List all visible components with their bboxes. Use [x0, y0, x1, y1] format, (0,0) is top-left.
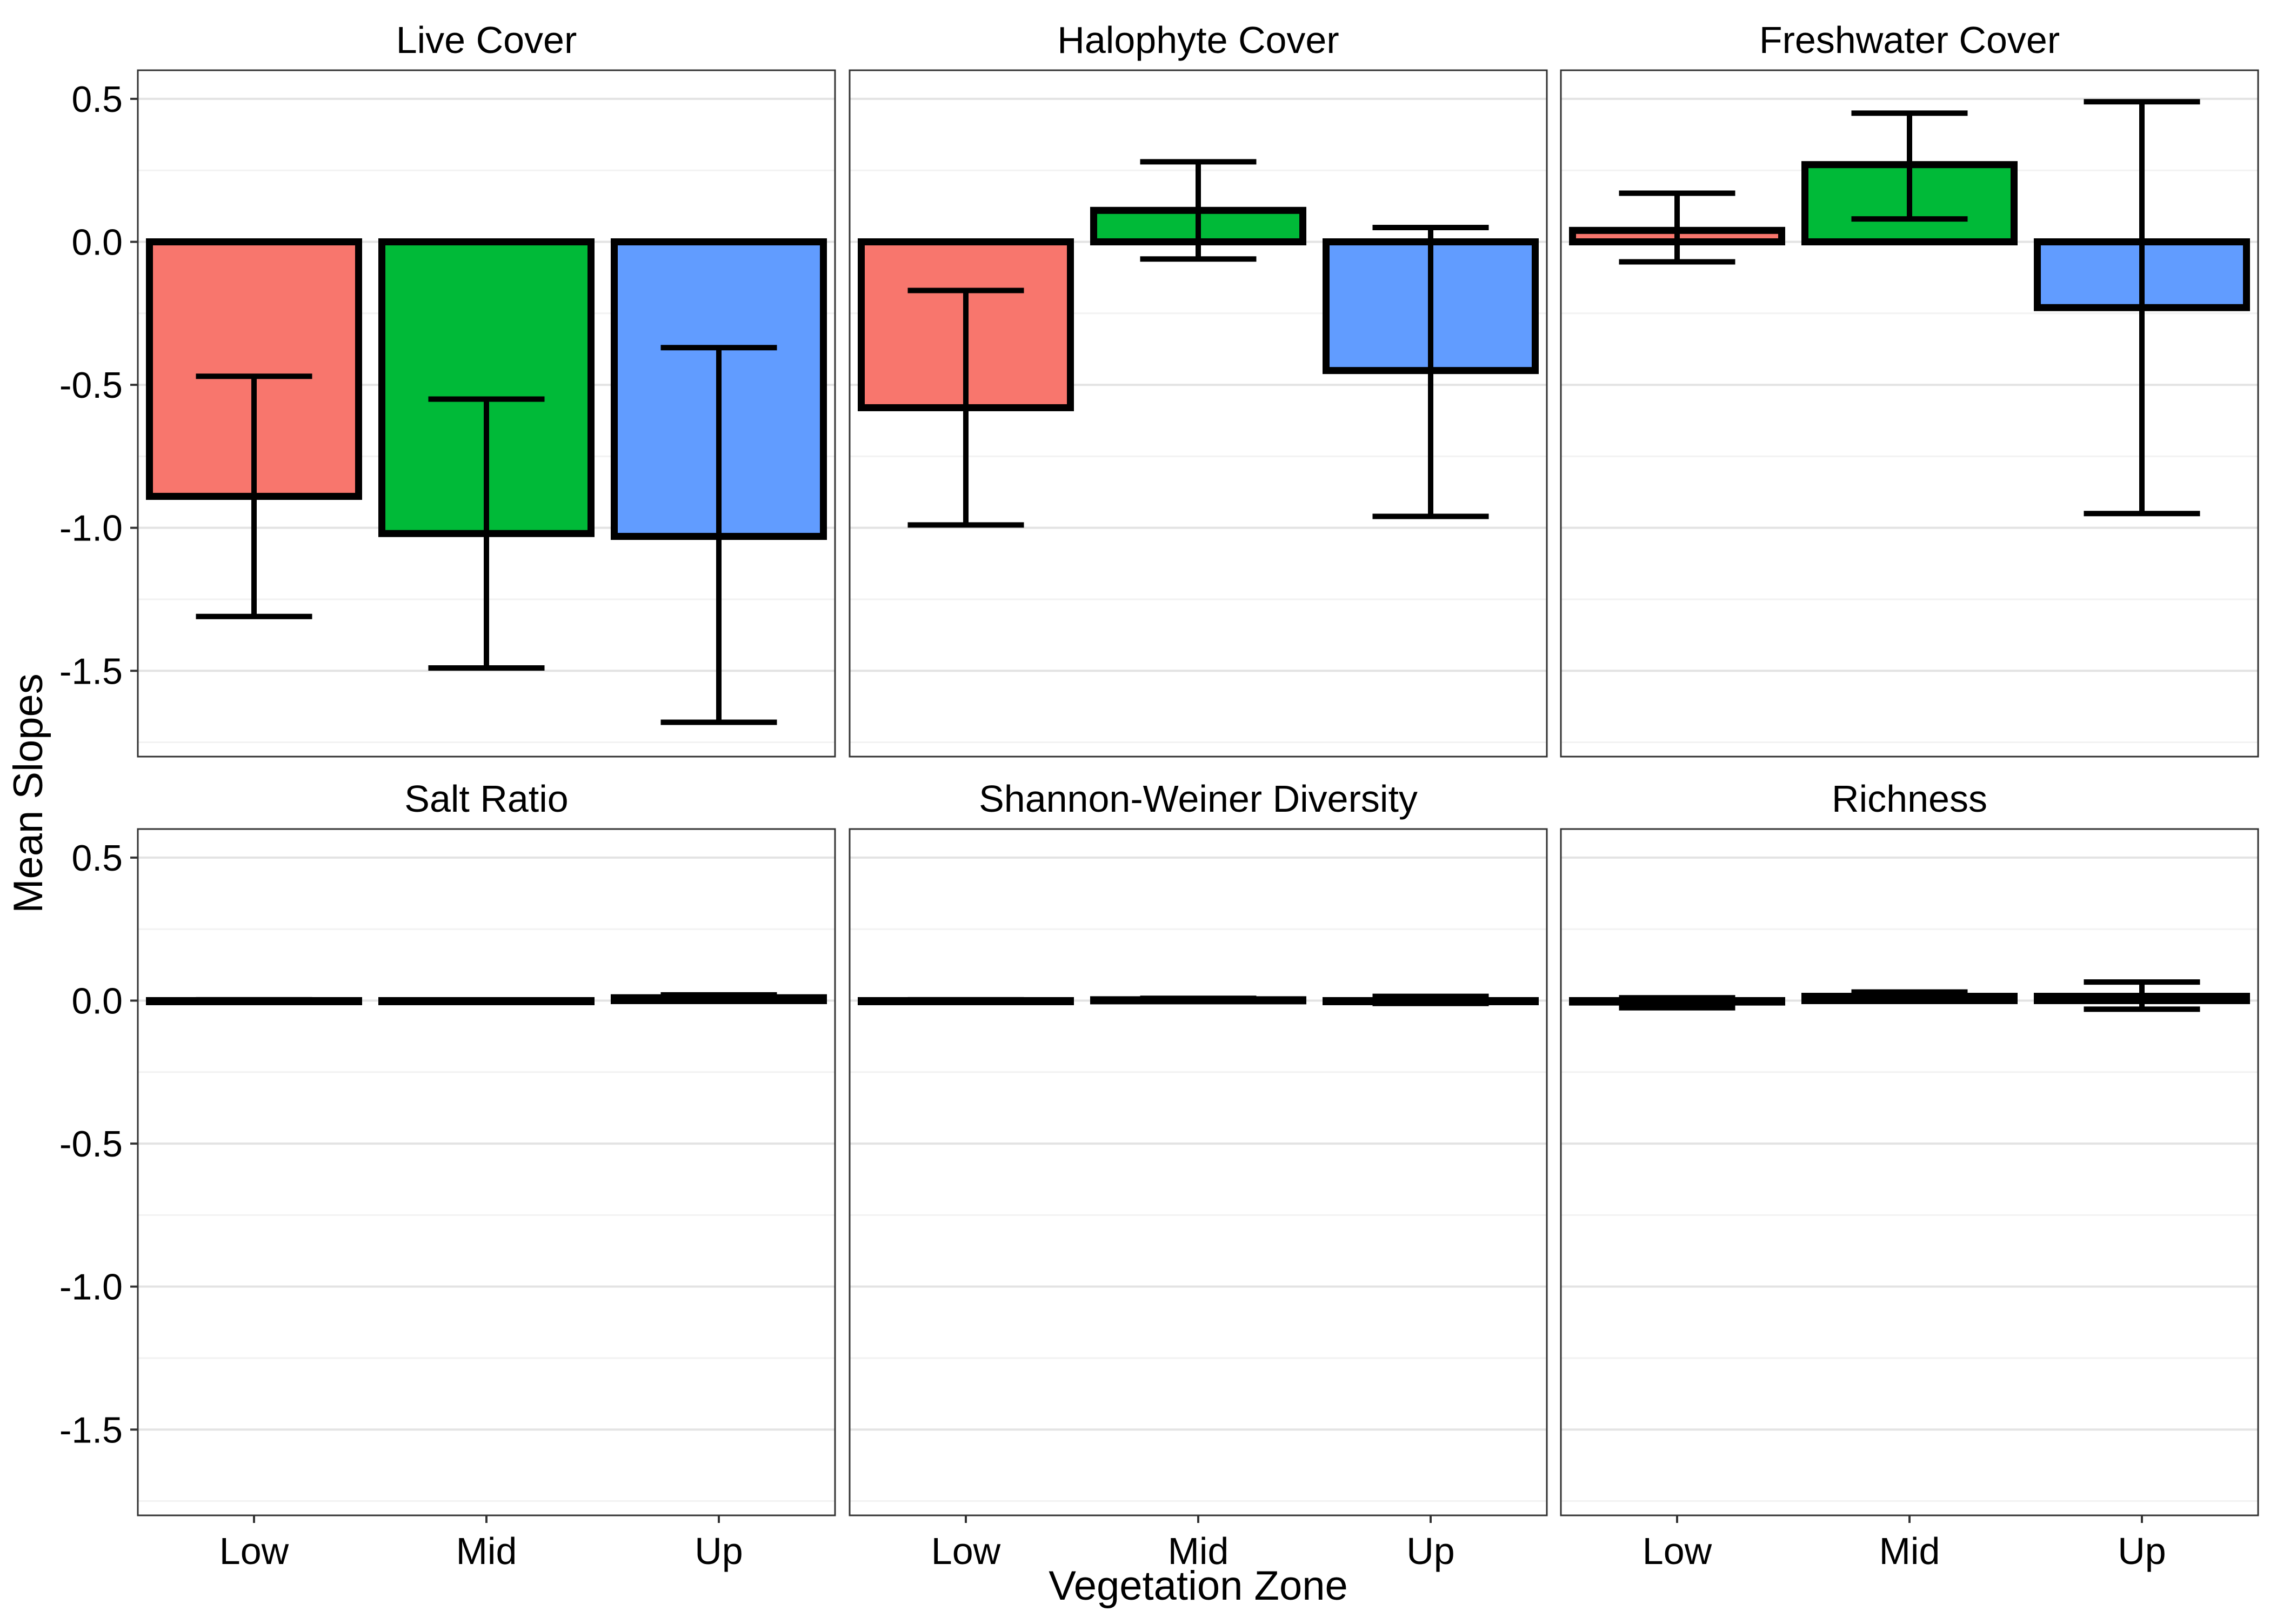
x-tick-label: Mid: [1879, 1530, 1940, 1572]
panel-border: [137, 828, 836, 1516]
panel-title: Live Cover: [396, 19, 577, 61]
y-axis-title: Mean Slopes: [5, 673, 51, 913]
x-tick-label: Low: [219, 1530, 289, 1572]
panel-border: [1560, 69, 2259, 758]
y-tick-label: 0.5: [71, 838, 123, 879]
x-tick-label: Up: [2118, 1530, 2166, 1572]
panel-title: Halophyte Cover: [1057, 19, 1339, 61]
panel-border: [849, 69, 1548, 758]
panel-title: Shannon-Weiner Diversity: [979, 778, 1418, 820]
panel-title: Richness: [1832, 778, 1987, 820]
y-tick-label: -0.5: [59, 365, 123, 406]
y-tick-label: -1.5: [59, 1409, 123, 1451]
x-tick-label: Mid: [1168, 1530, 1229, 1572]
y-tick-label: 0.0: [71, 222, 123, 263]
x-axis-title: Vegetation Zone: [1049, 1563, 1348, 1609]
x-tick-label: Mid: [456, 1530, 517, 1572]
y-tick-label: -1.0: [59, 1267, 123, 1308]
y-tick-label: -0.5: [59, 1124, 123, 1165]
y-tick-label: 0.0: [71, 981, 123, 1022]
x-tick-label: Low: [1643, 1530, 1712, 1572]
panel-title: Freshwater Cover: [1759, 19, 2060, 61]
y-tick-label: -1.5: [59, 651, 123, 692]
x-tick-label: Up: [1406, 1530, 1454, 1572]
x-tick-label: Low: [931, 1530, 1001, 1572]
y-tick-label: 0.5: [71, 79, 123, 120]
panel-border: [1560, 828, 2259, 1516]
panel-border: [849, 828, 1548, 1516]
panel-border: [137, 69, 836, 758]
y-tick-label: -1.0: [59, 508, 123, 549]
x-tick-label: Up: [695, 1530, 743, 1572]
panel-title: Salt Ratio: [404, 778, 568, 820]
